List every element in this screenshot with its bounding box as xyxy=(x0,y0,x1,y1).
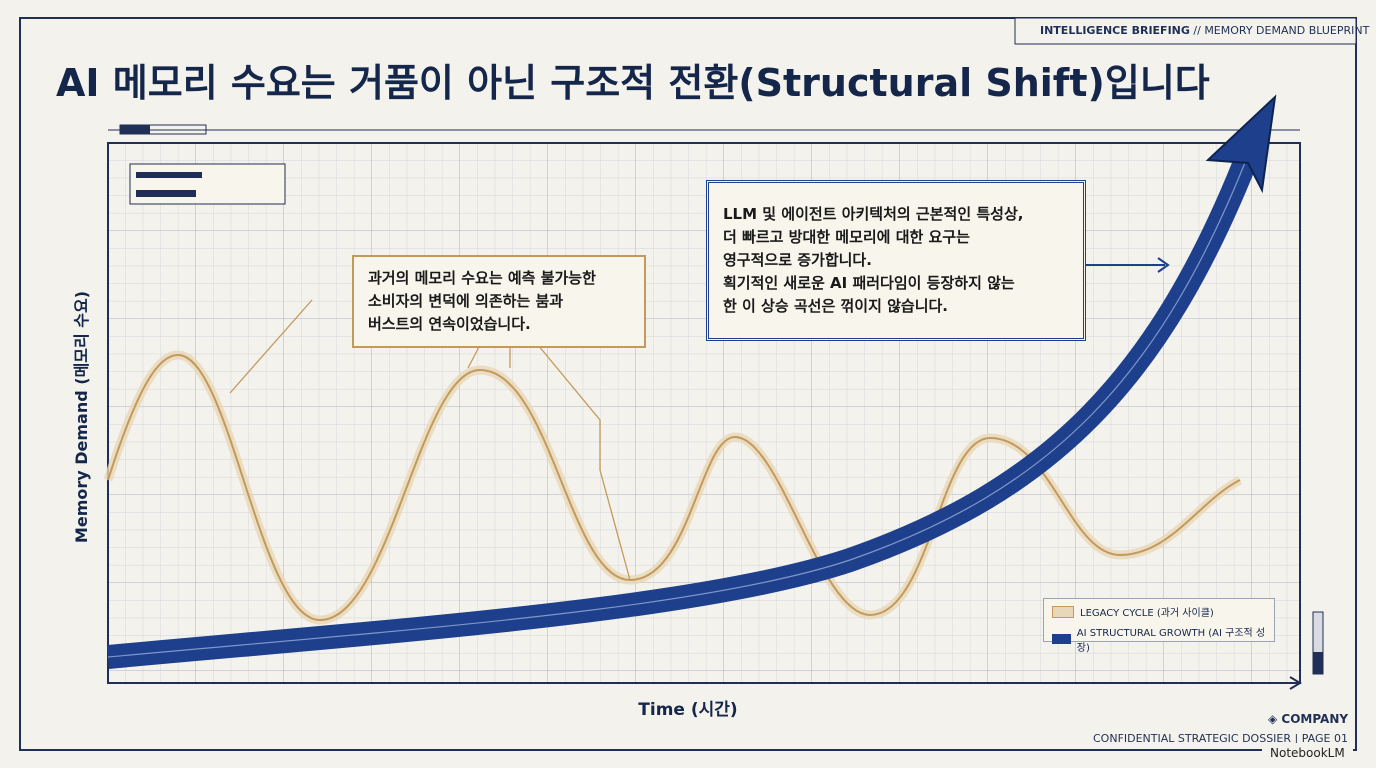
brand-badge: NotebookLM xyxy=(1262,743,1353,763)
callout-ai: LLM 및 에이전트 아키텍처의 근본적인 특성상, 더 빠르고 방대한 메모리… xyxy=(706,180,1086,341)
callout-line: 더 빠르고 방대한 메모리에 대한 요구는 xyxy=(723,228,970,246)
footer-company: ◈ COMPANY xyxy=(1268,712,1349,726)
callout-legacy: 과거의 메모리 수요는 예측 불가능한 소비자의 변덕에 의존하는 붐과 버스트… xyxy=(352,255,646,348)
legend: LEGACY CYCLE (과거 사이클) AI STRUCTURAL GROW… xyxy=(1043,598,1275,654)
y-axis-label: Memory Demand (메모리 수요) xyxy=(72,290,91,544)
x-axis-label: Time (시간) xyxy=(638,700,738,720)
tag-rest: // MEMORY DEMAND BLUEPRINT xyxy=(1193,24,1370,37)
legend-item: LEGACY CYCLE (과거 사이클) xyxy=(1052,604,1266,619)
brand: NotebookLM xyxy=(1270,746,1345,760)
callout-line: 한 이 상승 곡선은 꺾이지 않습니다. xyxy=(723,297,949,315)
callout-line: 과거의 메모리 수요는 예측 불가능한 xyxy=(368,269,596,287)
legend-item: AI STRUCTURAL GROWTH (AI 구조적 성장) xyxy=(1052,624,1266,654)
legend-label: AI STRUCTURAL GROWTH (AI 구조적 성장) xyxy=(1076,628,1266,654)
callout-line: 버스트의 연속이었습니다. xyxy=(368,315,531,333)
callout-line: LLM 및 에이전트 아키텍처의 근본적인 특성상, xyxy=(723,205,1024,223)
title: AI 메모리 수요는 거품이 아닌 구조적 전환(Structural Shif… xyxy=(56,61,1210,105)
header-tag: INTELLIGENCE BRIEFING // MEMORY DEMAND B… xyxy=(1040,24,1369,37)
callout-line: 소비자의 변덕에 의존하는 붐과 xyxy=(368,292,564,310)
legend-label: LEGACY CYCLE (과거 사이클) xyxy=(1080,608,1214,619)
callout-line: 영구적으로 증가합니다. xyxy=(723,251,872,269)
company: COMPANY xyxy=(1281,712,1349,726)
callout-line: 획기적인 새로운 AI 패러다임이 등장하지 않는 xyxy=(723,274,1015,292)
tag-bold: INTELLIGENCE BRIEFING xyxy=(1040,24,1190,37)
footer-dossier: CONFIDENTIAL STRATEGIC DOSSIER | PAGE 01 xyxy=(1093,732,1348,745)
